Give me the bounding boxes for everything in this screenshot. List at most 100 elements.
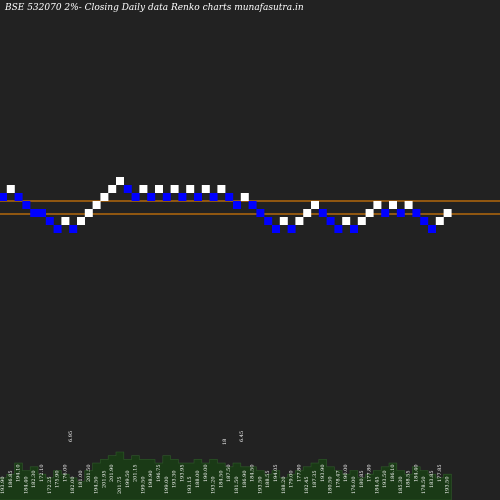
brick-8: [53, 225, 62, 233]
volume-area: [0, 451, 452, 500]
x-label-49: 184.45: [374, 477, 380, 495]
x-label-57: 177.85: [437, 465, 443, 483]
x-label-17: 199.50: [125, 471, 131, 489]
brick-14: [100, 193, 109, 201]
x-label-16: 201.75: [117, 477, 123, 495]
x-label-55: 178.50: [421, 477, 427, 495]
x-label-56: 183.85: [429, 471, 435, 489]
x-label-15: 201.90: [109, 465, 115, 483]
brick-11: [77, 217, 85, 225]
brick-19: [139, 185, 148, 193]
brick-48: [365, 209, 374, 217]
x-label-34: 193.50: [257, 477, 263, 495]
brick-13: [92, 201, 101, 209]
brick-41: [311, 201, 319, 209]
x-label-31: 181.50: [234, 477, 240, 495]
x-label-20: 198.90: [148, 471, 154, 489]
x-label-37: 188.20: [281, 477, 287, 495]
x-label-11: 181.00: [78, 471, 84, 489]
x-label-5: 182.30: [31, 471, 37, 489]
brick-30: [225, 193, 234, 201]
x-label-26: 188.00: [195, 471, 201, 489]
brick-36: [272, 225, 280, 233]
x-label-8: 175.90: [55, 471, 61, 489]
x-extra-label-2: 18: [222, 439, 228, 445]
brick-25: [186, 185, 195, 193]
brick-17: [123, 185, 132, 193]
chart-title: BSE 532070 2%- Closing Daily data Renko …: [4, 3, 304, 13]
brick-27: [201, 185, 210, 193]
x-label-43: 180.50: [328, 477, 334, 495]
brick-45: [342, 217, 351, 225]
x-label-3: 194.10: [16, 465, 22, 483]
brick-22: [162, 193, 171, 201]
brick-39: [295, 217, 304, 225]
x-label-7: 172.25: [47, 477, 53, 495]
brick-15: [108, 185, 117, 193]
x-label-30: 187.50: [226, 465, 232, 483]
brick-42: [318, 209, 327, 217]
brick-1: [0, 193, 7, 201]
brick-56: [428, 225, 436, 233]
x-label-50: 193.50: [382, 471, 388, 489]
brick-58: [443, 209, 452, 217]
x-label-48: 177.80: [367, 465, 373, 483]
x-label-39: 177.80: [296, 465, 302, 483]
x-label-23: 193.30: [172, 471, 178, 489]
x-label-9: 176.00: [62, 465, 68, 483]
brick-46: [350, 225, 358, 233]
brick-18: [131, 193, 140, 201]
brick-16: [116, 177, 124, 185]
brick-52: [396, 209, 405, 217]
brick-28: [209, 193, 218, 201]
x-label-29: 184.50: [218, 471, 224, 489]
x-label-32: 186.90: [242, 471, 248, 489]
brick-6: [38, 209, 46, 217]
x-label-28: 193.20: [211, 477, 217, 495]
x-label-14: 201.95: [101, 471, 107, 489]
volume-path: [0, 451, 452, 500]
brick-33: [248, 201, 257, 209]
brick-57: [435, 217, 444, 225]
brick-31: [233, 201, 241, 209]
x-label-45: 190.00: [343, 465, 349, 483]
brick-49: [373, 201, 382, 209]
x-label-41: 187.35: [312, 471, 318, 489]
brick-29: [217, 185, 226, 193]
brick-47: [357, 217, 366, 225]
x-label-44: 178.47: [335, 471, 341, 489]
x-label-4: 184.40: [23, 477, 29, 495]
brick-35: [264, 217, 273, 225]
brick-10: [69, 225, 78, 233]
x-extra-label-3: 6.45: [239, 431, 245, 442]
x-label-58: 193.50: [445, 477, 451, 495]
x-label-13: 194.50: [94, 477, 100, 495]
brick-51: [389, 201, 397, 209]
x-label-24: 193.95: [179, 465, 185, 483]
x-label-21: 196.75: [156, 465, 162, 483]
brick-23: [170, 185, 179, 193]
x-label-36: 194.05: [273, 465, 279, 483]
brick-3: [14, 193, 23, 201]
brick-24: [178, 193, 187, 201]
x-label-52: 185.30: [398, 477, 404, 495]
brick-44: [334, 225, 343, 233]
brick-12: [84, 209, 93, 217]
x-label-1: 193.90: [0, 477, 6, 495]
brick-26: [194, 193, 202, 201]
x-label-18: 201.15: [133, 465, 139, 483]
x-label-2: 186.85: [8, 471, 14, 489]
brick-9: [61, 217, 70, 225]
x-label-51: 186.10: [390, 465, 396, 483]
x-label-33: 184.50: [250, 465, 256, 483]
x-label-10: 182.00: [70, 477, 76, 495]
brick-2: [6, 185, 15, 193]
brick-50: [381, 209, 390, 217]
x-label-22: 199.00: [164, 477, 170, 495]
x-label-35: 188.55: [265, 471, 271, 489]
x-label-54: 184.40: [413, 465, 419, 483]
x-label-27: 190.00: [203, 465, 209, 483]
x-label-40: 182.45: [304, 477, 310, 495]
